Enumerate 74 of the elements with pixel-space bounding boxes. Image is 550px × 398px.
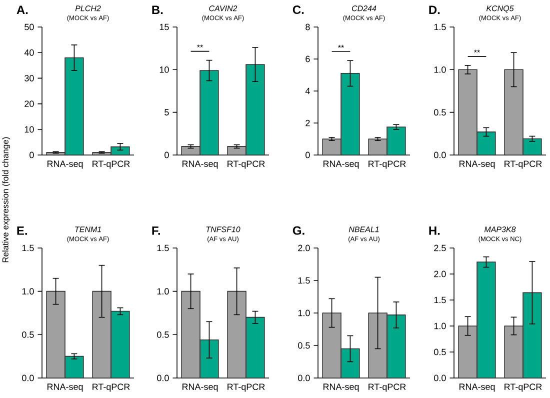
text: E.	[17, 226, 27, 235]
y-tick-label: 0.5	[157, 331, 169, 338]
y-tick-label: 2.0	[434, 270, 446, 278]
y-tick-label: 40	[24, 49, 34, 56]
y-tick-label: 0.0	[22, 374, 34, 382]
text: D.	[429, 6, 440, 14]
y-tick-label: 1.5	[434, 24, 446, 30]
y-tick-label: 5	[164, 109, 169, 116]
y-tick-label: 6	[306, 56, 310, 62]
y-tick-label: 0.5	[434, 348, 446, 356]
y-tick-label: 0.0	[434, 152, 446, 158]
annotation: **	[197, 44, 203, 48]
chart-title: CAVIN2	[209, 6, 238, 12]
chart-title: NBEAL1	[348, 226, 379, 232]
chart-title: TENM1	[75, 226, 101, 232]
y-tick-label: 2.5	[434, 244, 446, 252]
text: A.	[16, 6, 28, 14]
x-tick-label: RT-qPCR	[368, 384, 406, 392]
x-tick-label: RT-qPCR	[368, 160, 406, 169]
y-tick-label: 0.5	[22, 331, 34, 338]
y-tick-label: 1.0	[434, 66, 446, 73]
x-tick-label: RT-qPCR	[92, 160, 130, 169]
y-tick-label: 30	[24, 75, 34, 82]
x-tick-label: RT-qPCR	[92, 384, 130, 392]
chart-title: MAP3K8	[484, 226, 516, 232]
y-tick-label: 50	[24, 24, 34, 30]
y-tick-label: 2.0	[298, 244, 310, 252]
text: F.	[152, 226, 160, 235]
y-tick-label: 1.0	[157, 288, 169, 295]
y-tick-label: 8	[306, 24, 310, 30]
y-tick-label: 15	[160, 24, 169, 30]
x-tick-label: RT-qPCR	[228, 384, 265, 392]
y-tick-label: 20	[24, 100, 34, 107]
x-tick-label: RNA-seq	[47, 384, 83, 392]
text: H.	[429, 226, 440, 235]
x-tick-label: RNA-seq	[47, 160, 83, 169]
y-tick-label: 1.0	[298, 310, 310, 316]
y-tick-label: 1.5	[157, 244, 169, 252]
x-tick-label: RNA-seq	[182, 160, 218, 169]
x-tick-label: RT-qPCR	[504, 384, 542, 392]
y-tick-label: 1.0	[22, 288, 34, 295]
chart-title: PLCH2	[75, 6, 101, 12]
y-tick-label: 0	[30, 152, 34, 158]
y-tick-label: 0.5	[298, 342, 310, 349]
text: C.	[292, 6, 304, 14]
y-tick-label: 0.0	[434, 374, 446, 382]
y-tick-label: 4	[305, 88, 310, 94]
y-tick-label: 2	[306, 120, 310, 126]
y-tick-label: 1.5	[434, 296, 446, 304]
y-tick-label: 10	[24, 126, 34, 133]
y-tick-label: 0.0	[298, 374, 310, 382]
x-tick-label: RNA-seq	[323, 160, 359, 169]
chart-title: CD244	[352, 6, 376, 12]
x-tick-label: RNA-seq	[459, 384, 495, 392]
x-tick-label: RNA-seq	[323, 384, 359, 392]
annotation: **	[474, 50, 480, 53]
y-tick-label: 0	[306, 152, 310, 158]
y-tick-label: 10	[160, 66, 169, 73]
y-axis-title: Relative expression (fold change)	[2, 137, 10, 262]
annotation: **	[338, 44, 344, 48]
text: B.	[152, 6, 163, 14]
y-tick-label: 1.5	[298, 277, 310, 284]
x-tick-label: RT-qPCR	[504, 160, 542, 169]
y-tick-label: 1.5	[22, 244, 34, 252]
x-tick-label: RNA-seq	[459, 160, 495, 169]
text: G.	[292, 226, 304, 235]
y-tick-label: 1.0	[434, 322, 446, 330]
chart-title: TNFSF10	[206, 226, 240, 232]
chart-title: KCNQ5	[486, 6, 514, 13]
y-tick-label: 0.0	[157, 374, 169, 382]
x-tick-label: RT-qPCR	[228, 160, 265, 169]
y-tick-label: 0.5	[434, 109, 446, 116]
y-tick-label: 0	[164, 152, 169, 158]
x-tick-label: RNA-seq	[182, 384, 218, 392]
